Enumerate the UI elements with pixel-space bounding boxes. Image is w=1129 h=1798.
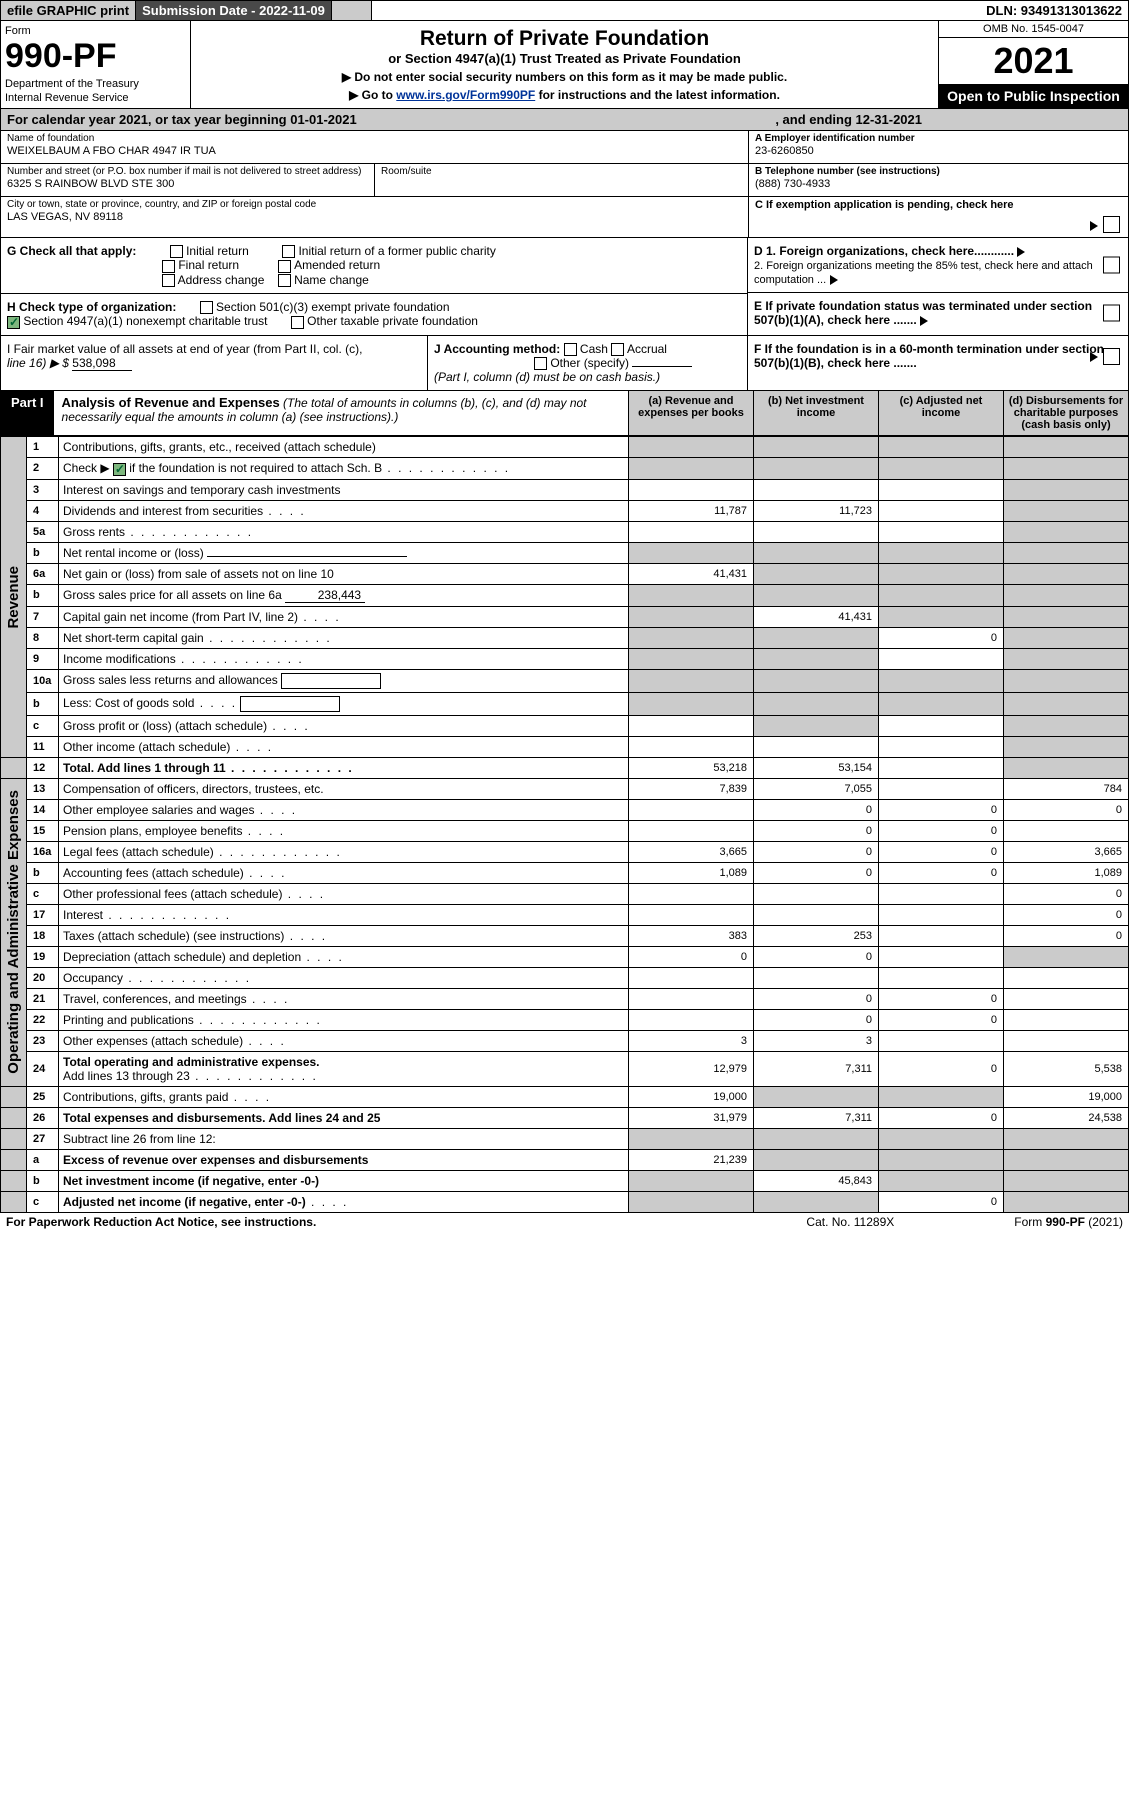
g-initial-public-cb[interactable]: [282, 245, 295, 258]
line-7-b: 41,431: [754, 606, 879, 627]
revenue-side-label: Revenue: [1, 437, 27, 757]
form-instr-1: ▶ Do not enter social security numbers o…: [197, 70, 932, 84]
line-12-a: 53,218: [629, 757, 754, 778]
arrow-icon: [920, 316, 928, 326]
submission-date-spacer: [332, 1, 372, 20]
h-section: H Check type of organization: Section 50…: [1, 294, 747, 335]
line-1-desc: Contributions, gifts, grants, etc., rece…: [59, 437, 629, 458]
ein-cell: A Employer identification number 23-6260…: [749, 131, 1128, 164]
e-section: E If private foundation status was termi…: [748, 293, 1128, 333]
line-10a-box[interactable]: [281, 673, 381, 689]
line-6b-inline: 238,443: [285, 588, 365, 603]
header-center: Return of Private Foundation or Section …: [191, 21, 938, 108]
paperwork-notice: For Paperwork Reduction Act Notice, see …: [6, 1215, 316, 1229]
g-initial-return-cb[interactable]: [170, 245, 183, 258]
calendar-year-bar: For calendar year 2021, or tax year begi…: [0, 109, 1129, 131]
header-right: OMB No. 1545-0047 2021 Open to Public In…: [938, 21, 1128, 108]
foundation-name: WEIXELBAUM A FBO CHAR 4947 IR TUA: [7, 145, 742, 157]
g-address-change-cb[interactable]: [162, 274, 175, 287]
d2-checkbox[interactable]: [1103, 257, 1120, 274]
ein: 23-6260850: [755, 145, 1122, 157]
col-b-header: (b) Net investment income: [753, 391, 878, 435]
line-4-a: 11,787: [629, 500, 754, 521]
line-4-b: 11,723: [754, 500, 879, 521]
open-to-public: Open to Public Inspection: [939, 84, 1128, 108]
line-12-b: 53,154: [754, 757, 879, 778]
arrow-icon: [830, 275, 838, 285]
col-a-header: (a) Revenue and expenses per books: [628, 391, 753, 435]
footer: For Paperwork Reduction Act Notice, see …: [0, 1213, 1129, 1231]
form-header: Form 990-PF Department of the Treasury I…: [0, 21, 1129, 109]
col-c-header: (c) Adjusted net income: [878, 391, 1003, 435]
foundation-info: Name of foundation WEIXELBAUM A FBO CHAR…: [0, 131, 1129, 238]
form-subtitle: or Section 4947(a)(1) Trust Treated as P…: [197, 51, 932, 66]
arrow-icon: [1017, 247, 1025, 257]
city-cell: City or town, state or province, country…: [1, 197, 748, 229]
foundation-name-cell: Name of foundation WEIXELBAUM A FBO CHAR…: [1, 131, 748, 164]
j-cash-cb[interactable]: [564, 343, 577, 356]
form-word: Form: [5, 25, 186, 37]
part1-table: Revenue 1 Contributions, gifts, grants, …: [0, 436, 1129, 1212]
cal-year-begin: For calendar year 2021, or tax year begi…: [7, 112, 357, 127]
address: 6325 S RAINBOW BLVD STE 300: [7, 178, 368, 190]
dept-treasury: Department of the Treasury: [5, 78, 186, 90]
form-title: Return of Private Foundation: [197, 27, 932, 51]
line-8-c: 0: [879, 627, 1004, 648]
j-accounting-section: J Accounting method: Cash Accrual Other …: [428, 336, 748, 391]
form-instr-2: ▶ Go to www.irs.gov/Form990PF for instru…: [197, 88, 932, 102]
c-exemption-cell: C If exemption application is pending, c…: [749, 197, 1128, 237]
g-name-change-cb[interactable]: [278, 274, 291, 287]
j-accrual-cb[interactable]: [611, 343, 624, 356]
city-state-zip: LAS VEGAS, NV 89118: [7, 211, 742, 223]
top-bar: efile GRAPHIC print Submission Date - 20…: [0, 0, 1129, 21]
phone: (888) 730-4933: [755, 178, 1122, 190]
g-amended-cb[interactable]: [278, 260, 291, 273]
irs: Internal Revenue Service: [5, 92, 186, 104]
schb-checkbox[interactable]: [113, 463, 126, 476]
fmv-value: 538,098: [72, 356, 132, 371]
line-6a-a: 41,431: [629, 563, 754, 584]
address-cell: Number and street (or P.O. box number if…: [1, 164, 374, 197]
submission-date: Submission Date - 2022-11-09: [136, 1, 332, 20]
expenses-side-label: Operating and Administrative Expenses: [1, 778, 27, 1086]
phone-cell: B Telephone number (see instructions) (8…: [749, 164, 1128, 197]
g-final-return-cb[interactable]: [162, 260, 175, 273]
h-501c3-cb[interactable]: [200, 301, 213, 314]
tax-year: 2021: [939, 38, 1128, 84]
d-section: D 1. Foreign organizations, check here..…: [748, 238, 1128, 293]
arrow-icon: [1090, 221, 1098, 231]
header-left: Form 990-PF Department of the Treasury I…: [1, 21, 191, 108]
part1-title: Analysis of Revenue and Expenses (The to…: [54, 391, 628, 435]
c-checkbox[interactable]: [1103, 216, 1120, 233]
form990pf-link[interactable]: www.irs.gov/Form990PF: [396, 88, 535, 102]
i-fmv-section: I Fair market value of all assets at end…: [1, 336, 428, 391]
f-checkbox[interactable]: [1103, 348, 1120, 365]
col-d-header: (d) Disbursements for charitable purpose…: [1003, 391, 1128, 435]
e-checkbox[interactable]: [1103, 305, 1120, 322]
j-other-cb[interactable]: [534, 357, 547, 370]
g-section: G Check all that apply: Initial return I…: [1, 238, 747, 294]
part1-header: Part I Analysis of Revenue and Expenses …: [0, 391, 1129, 436]
cal-year-end: , and ending 12-31-2021: [775, 112, 922, 127]
h-4947-cb[interactable]: [7, 316, 20, 329]
h-other-taxable-cb[interactable]: [291, 316, 304, 329]
form-ref: Form 990-PF (2021): [1014, 1215, 1123, 1229]
line-2-desc: Check ▶ if the foundation is not require…: [59, 458, 629, 479]
form-number: 990-PF: [5, 37, 186, 76]
efile-print-button[interactable]: efile GRAPHIC print: [1, 1, 136, 20]
roomsuite-cell: Room/suite: [374, 164, 748, 197]
dln: DLN: 93491313013622: [980, 1, 1128, 20]
part1-tab: Part I: [1, 391, 54, 435]
arrow-icon: [1090, 352, 1098, 362]
line-10b-box[interactable]: [240, 696, 340, 712]
cat-no: Cat. No. 11289X: [806, 1215, 894, 1229]
f-section: F If the foundation is in a 60-month ter…: [748, 336, 1128, 391]
omb-number: OMB No. 1545-0047: [939, 21, 1128, 38]
